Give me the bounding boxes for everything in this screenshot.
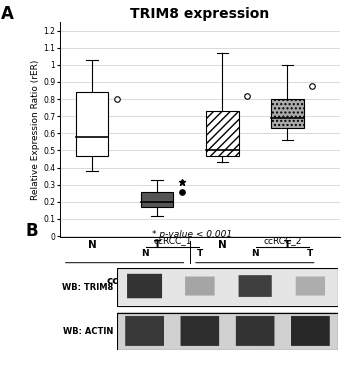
Bar (141, 192, 174, 207)
Bar (117, 313, 338, 350)
Text: WB: TRIM8: WB: TRIM8 (63, 283, 114, 291)
Text: B: B (26, 222, 38, 240)
Bar (76, 92, 108, 156)
Text: ccRCC_2: ccRCC_2 (264, 236, 302, 245)
Text: WB: ACTIN: WB: ACTIN (63, 327, 114, 336)
Y-axis label: Relative Expression Ratio (rER): Relative Expression Ratio (rER) (32, 59, 41, 200)
Text: N: N (251, 249, 259, 258)
Text: N: N (141, 249, 149, 258)
Text: Oncocytoma: Oncocytoma (218, 276, 291, 286)
Text: A: A (1, 5, 14, 23)
Bar (117, 268, 338, 306)
Bar (206, 111, 239, 156)
Title: TRIM8 expression: TRIM8 expression (130, 7, 269, 21)
Text: ccRCC_1: ccRCC_1 (153, 236, 192, 245)
Text: ccRCC: ccRCC (107, 276, 142, 286)
Text: T: T (307, 249, 313, 258)
Text: * p-value < 0.001: * p-value < 0.001 (153, 230, 232, 239)
Text: T: T (197, 249, 203, 258)
Bar (271, 99, 304, 128)
